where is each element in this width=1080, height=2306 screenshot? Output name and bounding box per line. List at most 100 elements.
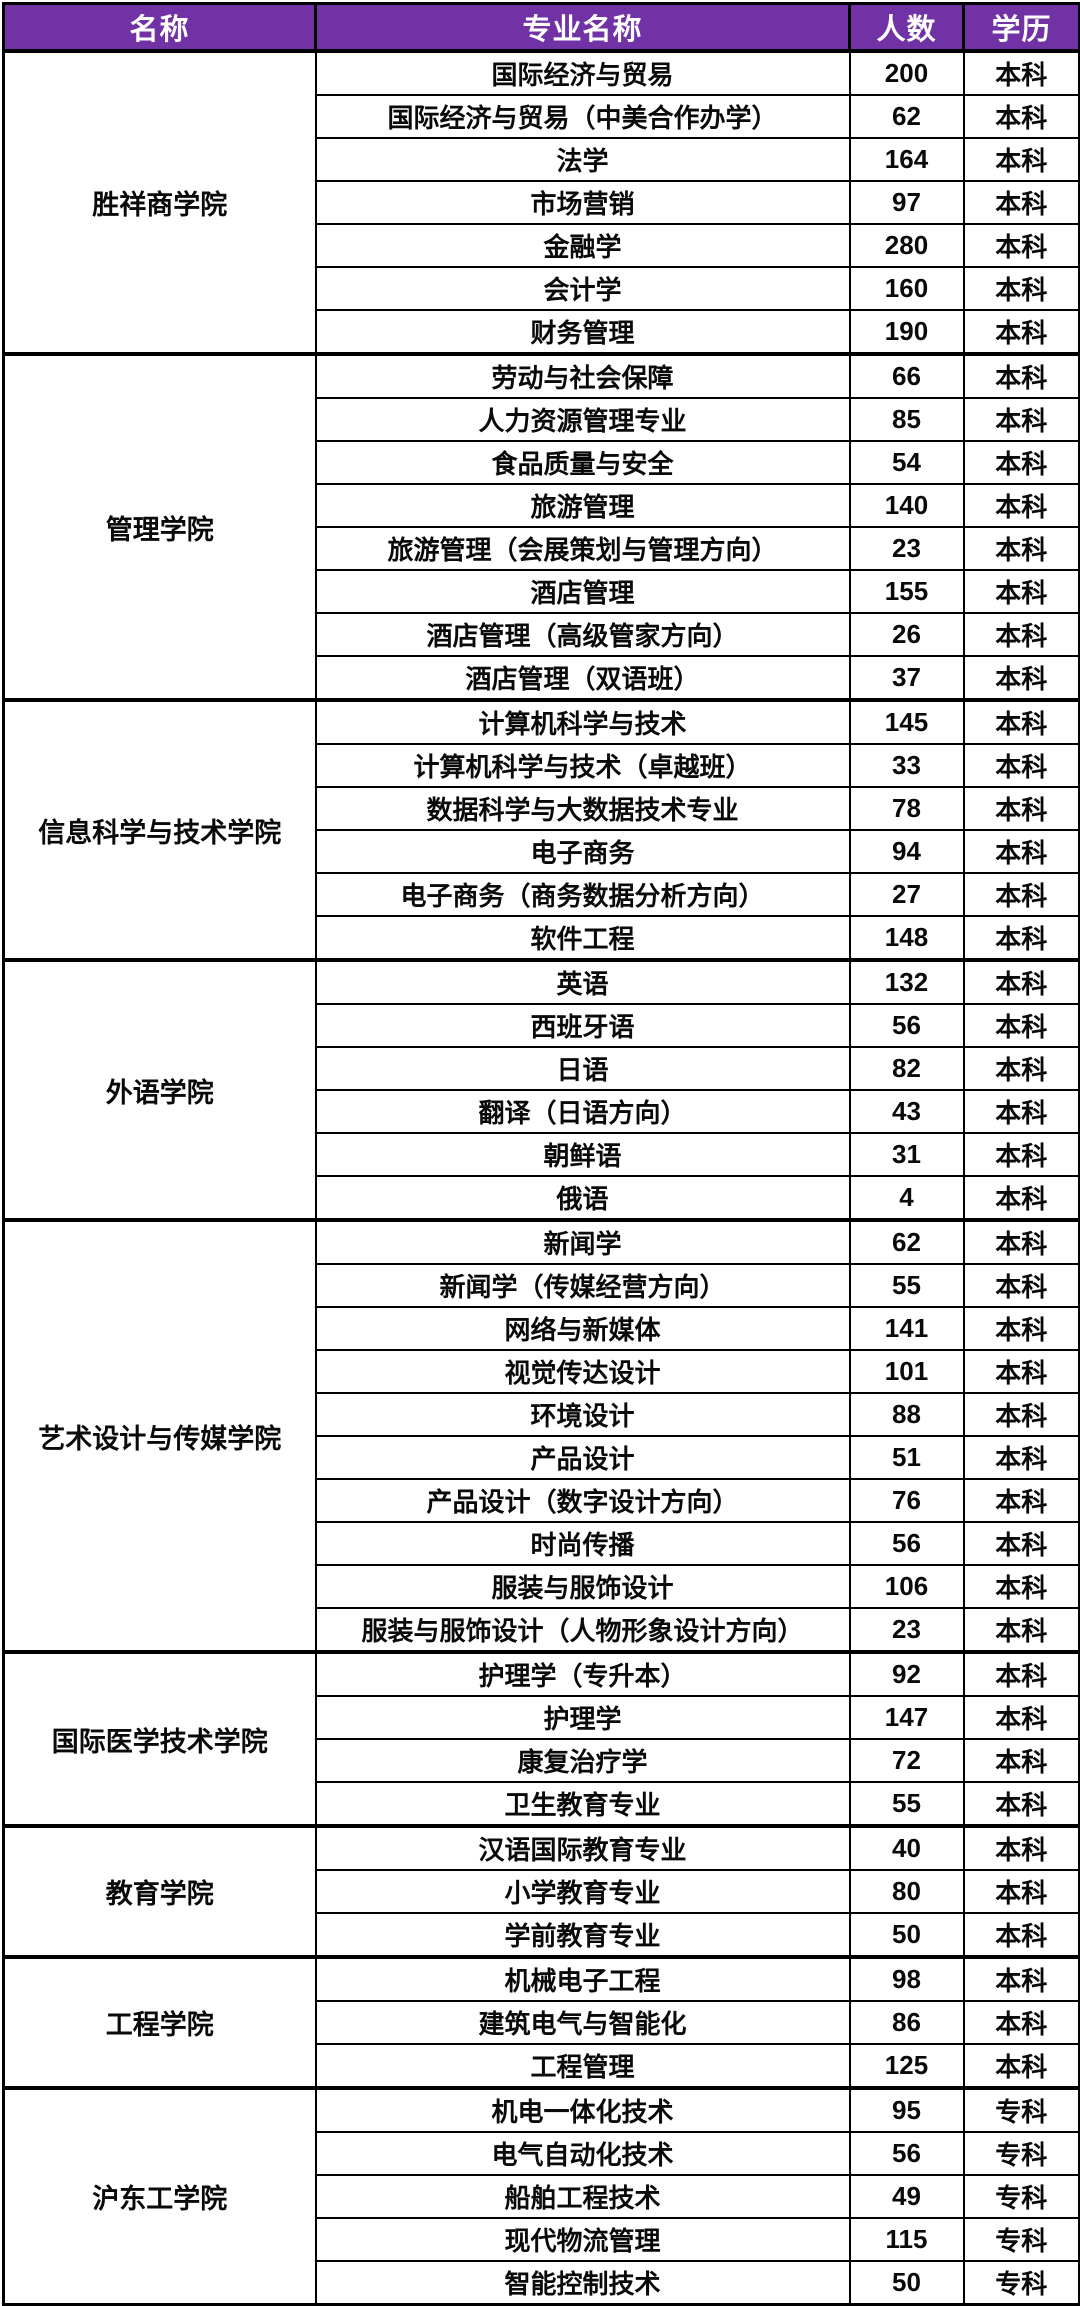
table-row: 法学 164 本科 [4,137,1080,182]
count-cell: 56 [848,2131,965,2176]
count-cell: 160 [848,266,965,311]
table-row: 新闻学（传媒经营方向） 55 本科 [4,1263,1080,1308]
major-cell: 汉语国际教育专业 [314,1824,851,1871]
count-cell: 37 [848,655,965,701]
major-cell: 服装与服饰设计 [314,1564,851,1609]
count-cell: 55 [848,1781,965,1827]
major-cell: 工程管理 [314,2043,851,2089]
count-cell: 145 [848,698,965,745]
count-cell: 280 [848,223,965,268]
count-cell: 125 [848,2043,965,2089]
college-name-cell: 沪东工学院 [2,2086,317,2306]
degree-cell: 本科 [962,1349,1080,1394]
table-row: 西班牙语 56 本科 [4,1003,1080,1048]
degree-cell: 本科 [962,440,1080,485]
degree-cell: 本科 [962,1650,1080,1697]
college-name-cell: 艺术设计与传媒学院 [2,1218,317,1653]
count-cell: 164 [848,137,965,182]
count-cell: 155 [848,569,965,614]
major-cell: 电气自动化技术 [314,2131,851,2176]
count-cell: 92 [848,1650,965,1697]
count-cell: 141 [848,1306,965,1351]
table-row: 食品质量与安全 54 本科 [4,440,1080,485]
degree-cell: 本科 [962,786,1080,831]
table-row: 计算机科学与技术（卓越班） 33 本科 [4,743,1080,788]
major-cell: 数据科学与大数据技术专业 [314,786,851,831]
college-name-cell: 教育学院 [2,1824,317,1958]
degree-cell: 本科 [962,958,1080,1005]
major-cell: 机电一体化技术 [314,2086,851,2133]
table-row: 俄语 4 本科 [4,1175,1080,1221]
table-row: 服装与服饰设计（人物形象设计方向） 23 本科 [4,1607,1080,1653]
major-cell: 俄语 [314,1175,851,1221]
major-cell: 酒店管理（高级管家方向） [314,612,851,657]
table-row: 教育学院 汉语国际教育专业 40 本科 [2,1824,1080,1958]
degree-cell: 本科 [962,1738,1080,1783]
degree-cell: 本科 [962,2000,1080,2045]
count-cell: 80 [848,1869,965,1914]
degree-cell: 本科 [962,2043,1080,2089]
major-cell: 西班牙语 [314,1003,851,1048]
count-cell: 54 [848,440,965,485]
table-row: 酒店管理（双语班） 37 本科 [4,655,1080,701]
table-row: 建筑电气与智能化 86 本科 [4,2000,1080,2045]
major-cell: 电子商务 [314,829,851,874]
count-cell: 85 [848,397,965,442]
major-cell: 电子商务（商务数据分析方向） [314,872,851,917]
table-row: 信息科学与技术学院 计算机科学与技术 145 本科 [2,698,1080,961]
table-row: 酒店管理 155 本科 [4,569,1080,614]
major-cell: 现代物流管理 [314,2217,851,2262]
count-cell: 94 [848,829,965,874]
major-cell: 护理学（专升本） [314,1650,851,1697]
degree-cell: 本科 [962,526,1080,571]
major-cell: 视觉传达设计 [314,1349,851,1394]
degree-cell: 本科 [962,352,1080,399]
count-cell: 200 [848,49,965,96]
count-cell: 50 [848,1912,965,1958]
degree-cell: 本科 [962,1955,1080,2002]
college-name-cell: 管理学院 [2,352,317,701]
major-cell: 法学 [314,137,851,182]
count-cell: 78 [848,786,965,831]
table-row: 翻译（日语方向） 43 本科 [4,1089,1080,1134]
college-name-cell: 外语学院 [2,958,317,1221]
degree-cell: 本科 [962,1046,1080,1091]
degree-cell: 本科 [962,743,1080,788]
count-cell: 147 [848,1695,965,1740]
major-cell: 人力资源管理专业 [314,397,851,442]
degree-cell: 本科 [962,1607,1080,1653]
degree-cell: 专科 [962,2131,1080,2176]
table-row: 产品设计（数字设计方向） 76 本科 [4,1478,1080,1523]
major-cell: 食品质量与安全 [314,440,851,485]
table-row: 旅游管理（会展策划与管理方向） 23 本科 [4,526,1080,571]
degree-cell: 本科 [962,1824,1080,1871]
degree-cell: 本科 [962,1263,1080,1308]
table-row: 网络与新媒体 141 本科 [4,1306,1080,1351]
college-name-cell: 信息科学与技术学院 [2,698,317,961]
table-row: 沪东工学院 机电一体化技术 95 专科 [2,2086,1080,2306]
count-cell: 43 [848,1089,965,1134]
degree-cell: 本科 [962,1175,1080,1221]
table-row: 小学教育专业 80 本科 [4,1869,1080,1914]
major-cell: 财务管理 [314,309,851,355]
degree-cell: 本科 [962,1781,1080,1827]
table-row: 财务管理 190 本科 [4,309,1080,355]
count-cell: 26 [848,612,965,657]
degree-cell: 专科 [962,2174,1080,2219]
major-cell: 国际经济与贸易（中美合作办学） [314,94,851,139]
major-cell: 时尚传播 [314,1521,851,1566]
count-cell: 62 [848,1218,965,1265]
degree-cell: 本科 [962,612,1080,657]
degree-cell: 本科 [962,1132,1080,1177]
count-cell: 56 [848,1003,965,1048]
major-cell: 翻译（日语方向） [314,1089,851,1134]
degree-cell: 本科 [962,915,1080,961]
degree-cell: 本科 [962,1218,1080,1265]
table-row: 视觉传达设计 101 本科 [4,1349,1080,1394]
table-row: 电子商务 94 本科 [4,829,1080,874]
table-row: 康复治疗学 72 本科 [4,1738,1080,1783]
degree-cell: 本科 [962,1392,1080,1437]
count-cell: 98 [848,1955,965,2002]
degree-cell: 本科 [962,1089,1080,1134]
